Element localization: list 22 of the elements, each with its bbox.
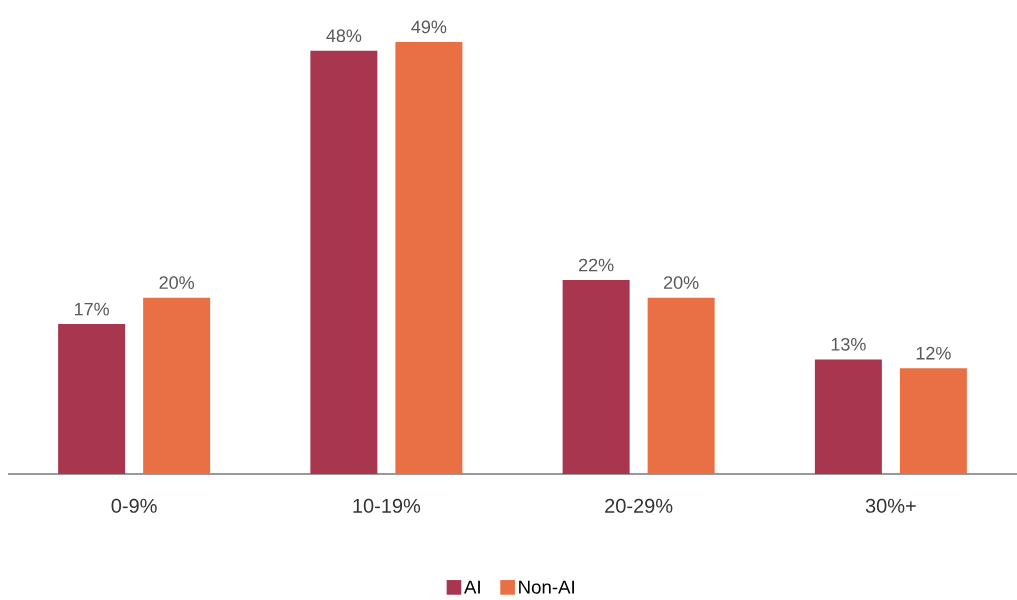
data-label: 12% bbox=[916, 346, 951, 360]
bar bbox=[562, 280, 630, 474]
legend-label: Non-AI bbox=[519, 580, 574, 594]
x-tick-label: 30%+ bbox=[865, 498, 916, 513]
bar bbox=[814, 359, 882, 474]
bar bbox=[310, 50, 378, 474]
bar bbox=[395, 42, 463, 474]
bar bbox=[143, 297, 211, 474]
legend-label: AI bbox=[464, 580, 480, 594]
data-label: 13% bbox=[831, 337, 866, 351]
x-tick-label: 20-29% bbox=[605, 498, 673, 513]
bar bbox=[58, 324, 126, 474]
bar bbox=[647, 297, 715, 474]
data-label: 22% bbox=[579, 258, 614, 272]
data-label: 48% bbox=[326, 29, 362, 43]
bar bbox=[899, 368, 967, 474]
x-tick-label: 10-19% bbox=[353, 498, 421, 513]
data-label: 17% bbox=[74, 302, 109, 316]
data-label: 20% bbox=[664, 276, 699, 289]
data-label: 49% bbox=[411, 20, 447, 34]
data-label: 20% bbox=[159, 276, 195, 289]
x-tick-label: 0-9% bbox=[111, 498, 157, 513]
